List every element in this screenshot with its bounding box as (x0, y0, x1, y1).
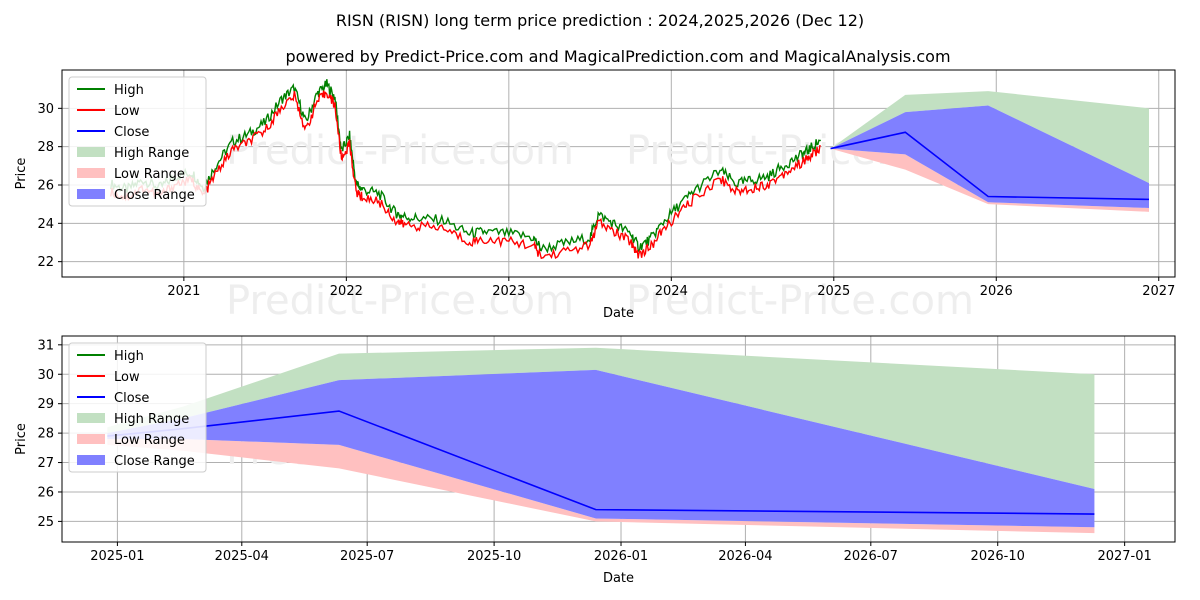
y-tick-label: 29 (37, 397, 54, 412)
x-tick-label: 2027 (1142, 284, 1175, 299)
close-range-area (830, 105, 1150, 208)
chart-title: RISN (RISN) long term price prediction :… (336, 11, 864, 30)
axes-frame (61, 335, 1176, 543)
close-range-area (107, 369, 1095, 528)
legend-label: High Range (114, 146, 189, 161)
legend-label: Low Range (114, 433, 185, 448)
y-tick-label: 27 (37, 456, 54, 471)
y-tick-label: 22 (37, 255, 54, 270)
legend-label: Low (114, 104, 140, 119)
plot-area (110, 79, 1150, 260)
legend-label: High (114, 349, 144, 364)
y-tick-label: 26 (37, 179, 54, 194)
legend-label: Low Range (114, 167, 185, 182)
close-forecast-line (830, 131, 1150, 201)
history-panel: Predict-Price.com Predict-Price.com Predic… (14, 69, 1176, 324)
legend-label: High (114, 83, 144, 98)
y-tick-label: 28 (37, 140, 54, 155)
x-tick-label: 2026-01 (594, 549, 648, 564)
legend-label: Close (114, 125, 149, 140)
legend: High Low Close High Range Low Range Close Ran… (68, 76, 207, 207)
legend: High Low Close High Range Low Range Close Ran… (68, 342, 207, 473)
y-tick-label: 30 (37, 102, 54, 117)
plot-area (107, 347, 1095, 534)
forecast-panel: Predict-Price.comPredict-Price.com2025-0… (14, 335, 1176, 586)
x-tick-label: 2021 (167, 284, 200, 299)
watermark-text: Predict-Price.com (226, 278, 574, 324)
watermark-text: Predict-Price.com (226, 128, 574, 174)
axes-frame (61, 69, 1176, 278)
legend-label: Close Range (114, 454, 195, 469)
high-range-area (107, 347, 1095, 490)
legend-label: Low (114, 370, 140, 385)
legend-area-swatch (77, 413, 105, 423)
y-tick-label: 26 (37, 485, 54, 500)
x-tick-label: 2023 (492, 284, 525, 299)
chart-subtitle: powered by Predict-Price.com and Magical… (285, 47, 950, 66)
x-tick-label: 2026-04 (718, 549, 772, 564)
legend-area-swatch (77, 434, 105, 444)
low-range-area (107, 439, 1095, 534)
x-tick-label: 2026-07 (844, 549, 898, 564)
y-tick-label: 28 (37, 427, 54, 442)
y-axis-label: Price (14, 158, 29, 190)
x-tick-label: 2022 (330, 284, 363, 299)
x-tick-label: 2024 (655, 284, 688, 299)
y-axis-label: Price (14, 423, 29, 455)
low-range-area (830, 148, 1150, 212)
legend-area-swatch (77, 455, 105, 465)
legend-label: High Range (114, 412, 189, 427)
x-tick-label: 2025-04 (215, 549, 269, 564)
y-tick-label: 30 (37, 368, 54, 383)
x-axis-label: Date (603, 571, 634, 586)
watermark-text: Predict-Price.com (626, 278, 974, 324)
x-tick-label: 2025-07 (340, 549, 394, 564)
y-tick-label: 24 (37, 217, 54, 232)
legend-area-swatch (77, 189, 105, 199)
legend-area-swatch (77, 168, 105, 178)
x-tick-label: 2025 (817, 284, 850, 299)
y-tick-label: 25 (37, 515, 54, 530)
legend-area-swatch (77, 147, 105, 157)
y-tick-label: 31 (37, 338, 54, 353)
x-tick-label: 2026-10 (971, 549, 1025, 564)
legend-label: Close (114, 391, 149, 406)
legend-label: Close Range (114, 188, 195, 203)
x-tick-label: 2027-01 (1097, 549, 1151, 564)
x-tick-label: 2025-10 (467, 549, 521, 564)
high-range-area (830, 91, 1150, 184)
x-axis-label: Date (603, 306, 634, 321)
x-tick-label: 2026 (980, 284, 1013, 299)
high-price-line (110, 79, 821, 254)
x-tick-label: 2025-01 (90, 549, 144, 564)
low-price-line (110, 90, 821, 260)
